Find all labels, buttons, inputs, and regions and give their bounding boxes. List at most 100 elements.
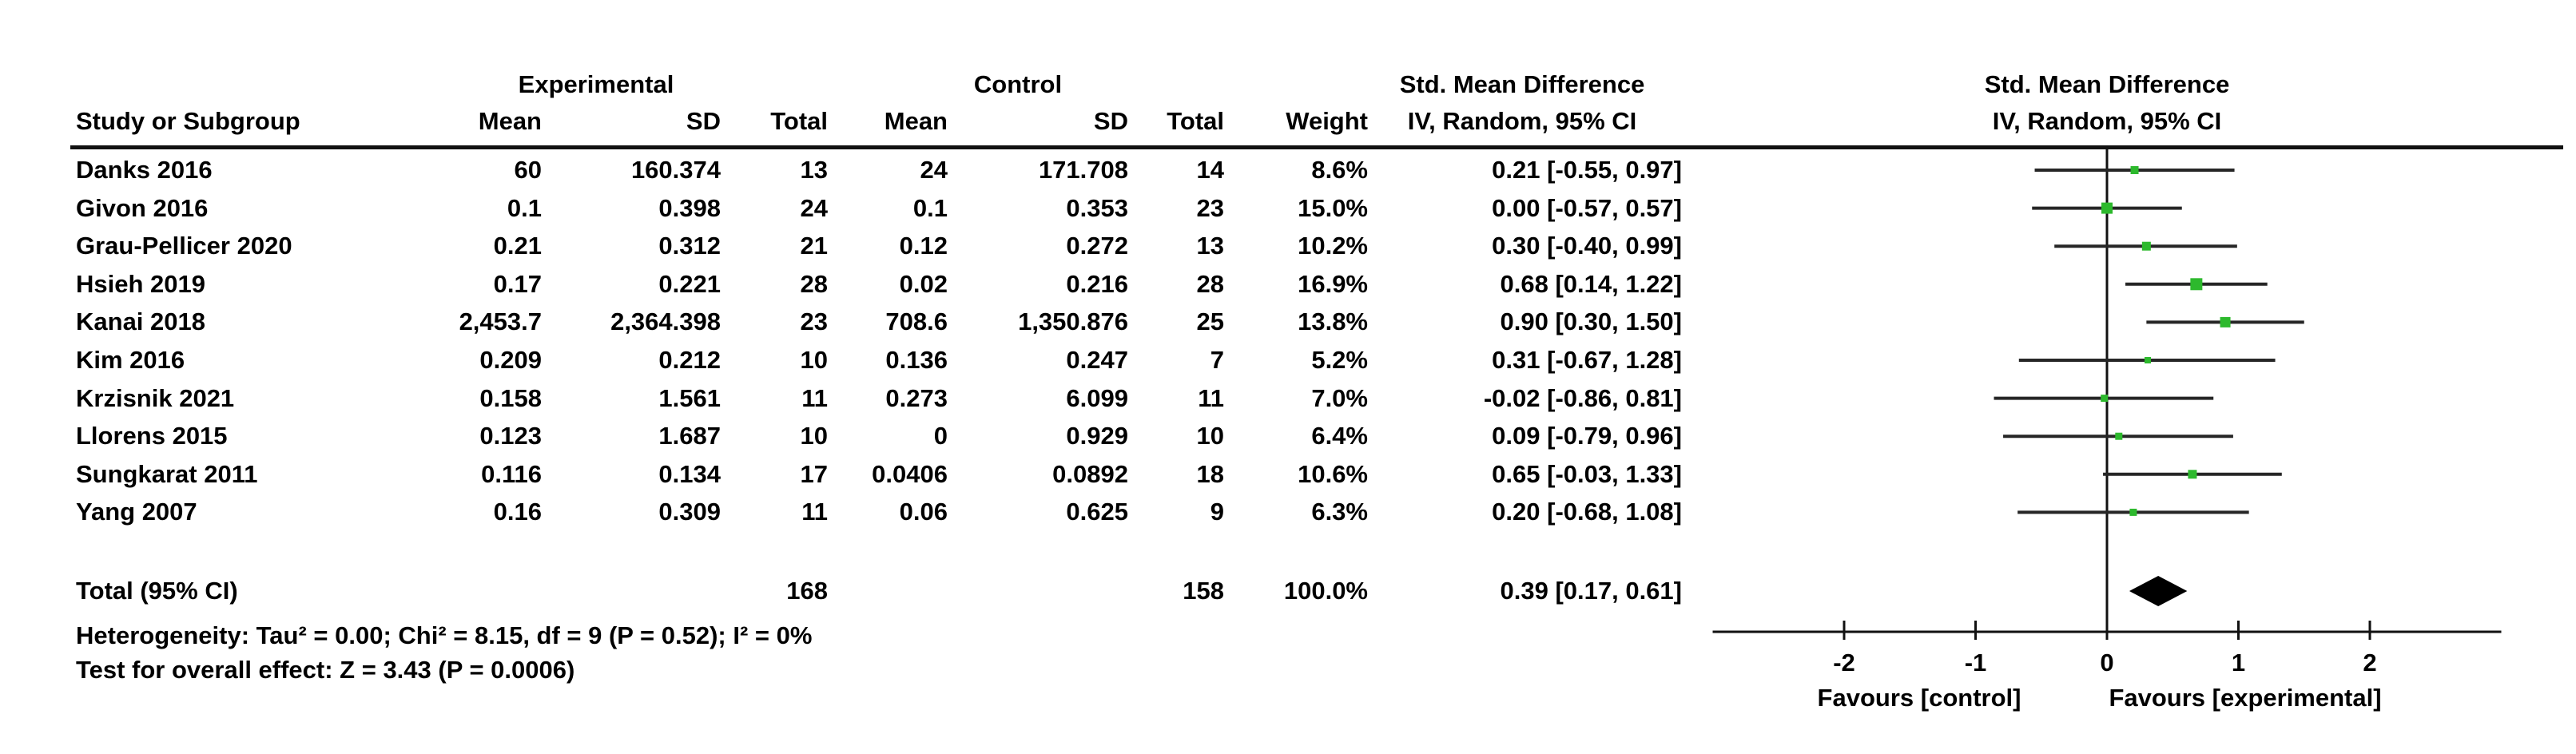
ci-text-cell: 0.30 [-0.40, 0.99] [1492, 232, 1682, 260]
header-iv-table: IV, Random, 95% CI [1407, 107, 1637, 135]
exp-sd-cell: 2,364.398 [610, 308, 721, 336]
exp-total-cell: 13 [800, 156, 828, 184]
axis-tick-label: 1 [2232, 649, 2245, 677]
exp-total-cell: 10 [800, 346, 828, 374]
weight-cell: 13.8% [1298, 308, 1368, 336]
study-name-cell: Kim 2016 [76, 346, 185, 374]
ctl-mean-cell: 708.6 [885, 308, 948, 336]
ctl-sd-cell: 6.099 [1066, 383, 1128, 412]
header-exp-total: Total [770, 107, 828, 135]
exp-total-cell: 28 [800, 269, 828, 298]
axis-tick-label: -2 [1833, 649, 1855, 677]
ctl-total-cell: 13 [1196, 232, 1224, 260]
study-name-cell: Hsieh 2019 [76, 269, 205, 298]
exp-mean-cell: 0.158 [479, 383, 542, 412]
ctl-sd-cell: 0.272 [1066, 232, 1128, 260]
total-ctl-total: 158 [1183, 577, 1224, 605]
weight-cell: 6.4% [1311, 422, 1368, 450]
total-exp-total: 168 [786, 577, 828, 605]
exp-total-cell: 11 [801, 383, 828, 412]
header-experimental-group: Experimental [518, 70, 674, 98]
ctl-total-cell: 25 [1196, 308, 1224, 336]
exp-total-cell: 17 [800, 459, 828, 488]
header-smd-plot: Std. Mean Difference [1984, 70, 2230, 98]
exp-sd-cell: 1.561 [658, 383, 721, 412]
weight-cell: 6.3% [1311, 498, 1368, 526]
ctl-total-cell: 9 [1210, 498, 1224, 526]
header-iv-plot: IV, Random, 95% CI [1992, 107, 2222, 135]
ctl-mean-cell: 0.136 [885, 346, 948, 374]
weight-cell: 10.6% [1298, 459, 1368, 488]
exp-sd-cell: 0.398 [658, 193, 721, 222]
study-name-cell: Sungkarat 2011 [76, 459, 258, 488]
total-weight: 100.0% [1283, 577, 1368, 605]
exp-sd-cell: 0.312 [658, 232, 721, 260]
exp-mean-cell: 0.123 [479, 422, 542, 450]
ctl-mean-cell: 0 [933, 422, 948, 450]
exp-total-cell: 24 [800, 193, 828, 222]
ctl-total-cell: 23 [1196, 193, 1224, 222]
weight-cell: 5.2% [1311, 346, 1368, 374]
exp-sd-cell: 160.374 [630, 156, 721, 184]
header-ctl-total: Total [1167, 107, 1224, 135]
study-name-cell: Danks 2016 [76, 156, 213, 184]
header-study-or-subgroup: Study or Subgroup [76, 107, 300, 135]
exp-mean-cell: 60 [514, 156, 542, 184]
header-ctl-mean: Mean [884, 107, 948, 135]
exp-total-cell: 11 [801, 498, 828, 526]
ci-text-cell: 0.21 [-0.55, 0.97] [1492, 156, 1682, 184]
favours-experimental-label: Favours [experimental] [2109, 684, 2381, 712]
exp-sd-cell: 0.309 [658, 498, 721, 526]
axis-tick-label: -1 [1965, 649, 1987, 677]
exp-mean-cell: 0.17 [493, 269, 542, 298]
exp-mean-cell: 0.1 [507, 193, 542, 222]
header-control-group: Control [973, 70, 1063, 98]
weight-cell: 15.0% [1298, 193, 1368, 222]
ctl-sd-cell: 1,350.876 [1018, 308, 1128, 336]
ctl-sd-cell: 0.247 [1066, 346, 1128, 374]
effect-marker [2141, 241, 2151, 251]
ctl-sd-cell: 0.625 [1066, 498, 1128, 526]
axis-tick-label: 2 [2363, 649, 2376, 677]
ctl-mean-cell: 0.273 [885, 383, 948, 412]
exp-sd-cell: 0.134 [658, 459, 721, 488]
total-label: Total (95% CI) [76, 577, 238, 605]
exp-sd-cell: 0.221 [658, 269, 721, 298]
header-exp-mean: Mean [478, 107, 542, 135]
favours-control-label: Favours [control] [1818, 684, 2021, 712]
ci-text-cell: -0.02 [-0.86, 0.81] [1483, 383, 1682, 412]
ctl-sd-cell: 0.0892 [1052, 459, 1128, 488]
ci-text-cell: 0.00 [-0.57, 0.57] [1492, 193, 1682, 222]
overall-effect-text: Test for overall effect: Z = 3.43 (P = 0… [76, 656, 575, 684]
ci-text-cell: 0.65 [-0.03, 1.33] [1492, 459, 1682, 488]
exp-mean-cell: 0.21 [493, 232, 542, 260]
ctl-total-cell: 14 [1196, 156, 1224, 184]
weight-cell: 7.0% [1311, 383, 1368, 412]
exp-total-cell: 23 [800, 308, 828, 336]
ctl-mean-cell: 0.0406 [872, 459, 948, 488]
exp-sd-cell: 1.687 [658, 422, 721, 450]
effect-marker [2115, 432, 2123, 440]
ci-text-cell: 0.68 [0.14, 1.22] [1500, 269, 1683, 298]
ctl-total-cell: 11 [1198, 383, 1224, 412]
ci-text-cell: 0.20 [-0.68, 1.08] [1492, 498, 1682, 526]
ctl-total-cell: 18 [1196, 459, 1224, 488]
ctl-mean-cell: 0.02 [899, 269, 948, 298]
ctl-total-cell: 7 [1210, 346, 1224, 374]
ctl-mean-cell: 0.12 [899, 232, 948, 260]
header-ctl-sd: SD [1093, 107, 1128, 135]
effect-marker [2220, 316, 2231, 327]
exp-mean-cell: 0.209 [479, 346, 542, 374]
effect-marker [2101, 395, 2109, 403]
header-rule [70, 145, 2563, 149]
axis-tick-label: 0 [2100, 649, 2113, 677]
study-name-cell: Kanai 2018 [76, 308, 205, 336]
header-smd-table: Std. Mean Difference [1399, 70, 1645, 98]
ci-text-cell: 0.90 [0.30, 1.50] [1500, 308, 1683, 336]
study-name-cell: Givon 2016 [76, 193, 209, 222]
study-name-cell: Llorens 2015 [76, 422, 228, 450]
heterogeneity-text: Heterogeneity: Tau² = 0.00; Chi² = 8.15,… [76, 621, 813, 649]
weight-cell: 8.6% [1311, 156, 1368, 184]
